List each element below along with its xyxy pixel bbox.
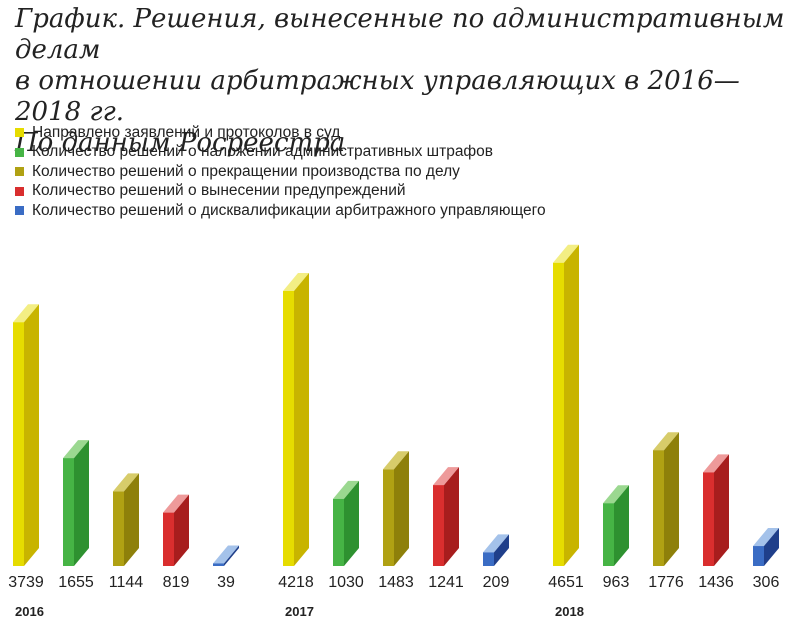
bar-2017-1: [283, 272, 309, 566]
legend-label: Количество решений о дисквалификации арб…: [32, 201, 546, 219]
bar-value-label: 1144: [109, 574, 144, 591]
bar-front-face: [383, 469, 394, 566]
bar-front-face: [333, 498, 344, 566]
bar-front-face: [553, 262, 564, 566]
bar-value-label: 4651: [548, 574, 584, 591]
category-label-2017: 2017: [285, 604, 314, 619]
bar-value-label: 1030: [328, 574, 364, 591]
bar-top-face: [703, 454, 729, 473]
bar-top-face: [63, 440, 89, 459]
legend-swatch: [15, 206, 24, 216]
title-line-3: По данным Росреестра: [15, 128, 346, 158]
bar-side-face: [224, 545, 239, 566]
bar-front-face: [753, 546, 764, 566]
bar-front-face: [13, 322, 24, 566]
title-line-1: График. Решения, вынесенные по администр…: [15, 4, 785, 65]
bar-side-face: [24, 304, 39, 566]
legend-item-termination: Количество решений о прекращении произво…: [15, 162, 785, 182]
bar-side-face: [394, 451, 409, 566]
bar-value-label: 819: [163, 574, 190, 591]
bar-2017-2: [333, 480, 359, 566]
legend-swatch: [15, 147, 24, 157]
bar-side-face: [124, 473, 139, 566]
bar-side-face: [444, 467, 459, 566]
bar-top-face: [13, 304, 39, 323]
category-label-2016: 2016: [15, 604, 44, 619]
bar-top-face: [433, 467, 459, 486]
bar-front-face: [433, 485, 444, 566]
bar-2017-4: [433, 467, 459, 566]
bar-side-face: [294, 272, 309, 566]
bar-2017-5: [483, 534, 509, 566]
legend-item-court: Направлено заявлений и протоколов в суд: [15, 123, 785, 143]
bar-value-label: 209: [483, 574, 510, 591]
bar-2016-2: [63, 440, 89, 566]
bar-top-face: [753, 528, 779, 547]
bar-value-label: 1436: [698, 574, 734, 591]
bar-top-face: [553, 244, 579, 263]
legend-item-fines: Количество решений о наложении администр…: [15, 143, 785, 163]
bar-side-face: [564, 244, 579, 566]
bar-side-face: [74, 440, 89, 566]
bar-side-face: [664, 432, 679, 566]
chart-title: График. Решения, вынесенные по администр…: [15, 4, 785, 159]
bar-2018-2: [603, 485, 629, 566]
bar-value-label: 1241: [428, 574, 464, 591]
legend-swatch: [15, 128, 24, 138]
legend-item-disqualification: Количество решений о дисквалификации арб…: [15, 201, 785, 221]
bar-2016-5: [213, 545, 239, 566]
bar-2018-5: [753, 528, 779, 566]
bar-top-face: [163, 494, 189, 513]
bar-front-face: [483, 552, 494, 566]
bar-top-face: [383, 451, 409, 470]
bar-front-face: [703, 472, 714, 566]
bar-top-face: [213, 545, 239, 564]
legend-label: Количество решений о наложении администр…: [32, 143, 494, 161]
legend: Направлено заявлений и протоколов в суд …: [15, 123, 785, 221]
bar-2016-3: [113, 473, 139, 566]
bar-2016-1: [13, 304, 39, 566]
bar-side-face: [344, 480, 359, 566]
bar-value-label: 1776: [648, 574, 684, 591]
bar-top-face: [603, 485, 629, 504]
legend-label: Направлено заявлений и протоколов в суд: [32, 123, 341, 141]
legend-swatch: [15, 186, 24, 196]
legend-label: Количество решений о вынесении предупреж…: [32, 182, 406, 200]
bar-value-label: 306: [753, 574, 780, 591]
bar-value-label: 1655: [58, 574, 94, 591]
bar-front-face: [603, 503, 614, 566]
bar-top-face: [483, 534, 509, 553]
bar-2018-4: [703, 454, 729, 566]
bar-value-label: 1483: [378, 574, 414, 591]
bar-value-label: 4218: [278, 574, 314, 591]
bar-value-label: 39: [217, 574, 235, 591]
bar-side-face: [174, 494, 189, 566]
legend-item-warnings: Количество решений о вынесении предупреж…: [15, 182, 785, 202]
bar-front-face: [163, 512, 174, 566]
bar-front-face: [283, 290, 294, 566]
bar-side-face: [764, 528, 779, 566]
bar-side-face: [614, 485, 629, 566]
bar-2018-3: [653, 432, 679, 566]
bar-front-face: [113, 491, 124, 566]
bar-front-face: [63, 458, 74, 566]
bar-2016-4: [163, 494, 189, 566]
bar-2018-1: [553, 244, 579, 566]
bar-side-face: [714, 454, 729, 566]
bar-front-face: [653, 450, 664, 566]
bar-front-face: [213, 563, 224, 566]
bar-2017-3: [383, 451, 409, 566]
bar-value-label: 3739: [8, 574, 44, 591]
bar-top-face: [333, 480, 359, 499]
legend-label: Количество решений о прекращении произво…: [32, 162, 460, 180]
category-label-2018: 2018: [555, 604, 584, 619]
bar-top-face: [283, 272, 309, 291]
bar-side-face: [494, 534, 509, 566]
bar-value-label: 963: [603, 574, 630, 591]
legend-swatch: [15, 167, 24, 177]
title-line-2: в отношении арбитражных управляющих в 20…: [15, 66, 740, 127]
bar-top-face: [113, 473, 139, 492]
bar-top-face: [653, 432, 679, 451]
